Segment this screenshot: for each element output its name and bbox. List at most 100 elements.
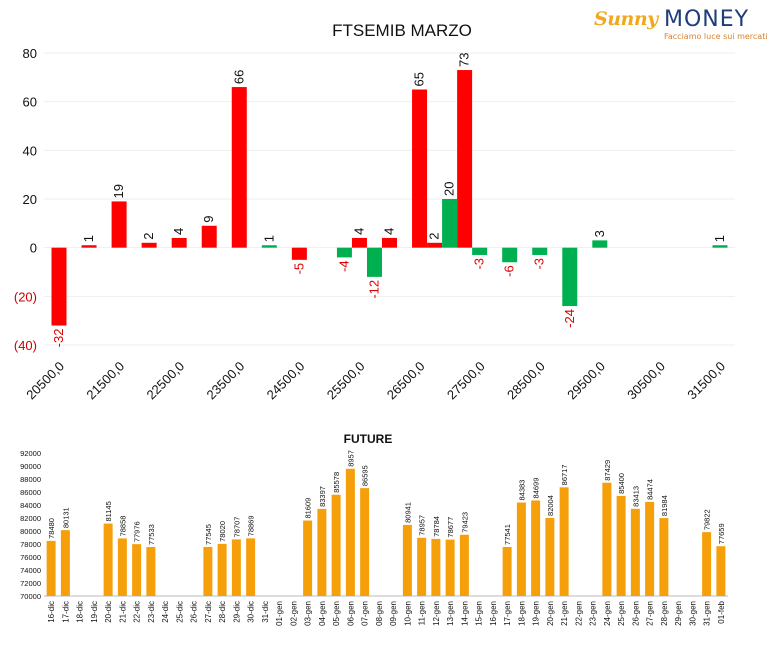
x-tick-label: 28-dic [218,601,227,623]
bar [531,500,541,596]
bar [201,225,217,248]
bar [231,539,241,596]
bar [345,468,355,596]
x-tick-label: 28-gen [660,601,669,626]
x-tick-label: 12-gen [432,601,441,626]
data-label: 65 [412,72,427,86]
data-label: 83397 [318,486,327,507]
y-tick-label: 0 [30,241,37,256]
data-label: 78784 [432,516,441,537]
data-label: 79822 [703,509,712,530]
x-tick-label: 25-gen [617,601,626,626]
bar [303,520,313,596]
bar [659,518,669,596]
data-label: 84474 [646,479,655,500]
x-tick-label: 22-gen [574,601,583,626]
bar [602,482,612,596]
data-label: 9 [201,216,216,223]
x-tick-label: 31-gen [703,601,712,626]
bar [317,508,327,596]
y-tick-label: 88000 [20,475,41,484]
data-label: -32 [51,329,66,348]
x-tick-label: 16-gen [489,601,498,626]
data-label: 86717 [560,464,569,485]
x-tick-label: 08-gen [375,601,384,626]
x-tick-label: 04-gen [318,601,327,626]
bar [562,247,578,307]
x-tick-label: 20500,0 [23,359,67,403]
data-label: -3 [472,258,487,270]
x-tick-label: 30-dic [247,601,256,623]
x-tick-label: 29-gen [674,601,683,626]
data-label: 81984 [660,495,669,516]
x-tick-label: 26500,0 [384,359,428,403]
options-chart-title: FTSEMIB MARZO [332,21,472,40]
data-label: 81145 [104,501,113,521]
x-tick-label: 22500,0 [143,359,187,403]
y-tick-label: 86000 [20,488,41,497]
bar [472,247,488,255]
bar [261,245,277,248]
y-tick-label: (20) [14,289,37,304]
data-label: 80131 [61,507,70,528]
x-tick-label: 15-gen [475,601,484,626]
y-tick-label: 60 [23,95,37,110]
bar [616,495,626,596]
y-tick-label: 80 [23,46,37,61]
data-label: 83413 [631,486,640,507]
data-label: 78707 [232,517,241,538]
bar [559,487,569,596]
x-tick-label: 31-dic [261,601,270,623]
bar [132,544,142,596]
x-tick-label: 24500,0 [264,359,308,403]
data-label: -6 [502,265,517,277]
bar [231,87,247,248]
data-label: 2 [141,233,156,240]
logo-money-text: MONEY [664,7,750,32]
data-label: 78677 [446,517,455,538]
bar [545,517,555,596]
y-tick-label: 82000 [20,514,41,523]
bar [81,245,97,248]
x-tick-label: 20-gen [546,601,555,626]
x-tick-label: 21-dic [118,601,127,623]
x-tick-label: 02-gen [289,601,298,626]
bar [141,242,157,248]
x-tick-label: 28500,0 [504,359,548,403]
x-tick-label: 23-dic [147,601,156,623]
y-tick-label: 78000 [20,540,41,549]
x-tick-label: 13-gen [446,601,455,626]
x-tick-label: 21500,0 [83,359,127,403]
bar [46,540,56,596]
bar [360,488,370,596]
bar [51,247,67,326]
data-label: 81609 [304,498,313,519]
x-tick-label: 26-gen [631,601,640,626]
data-label: 20 [442,182,457,196]
data-label: 86595 [361,465,370,486]
x-tick-label: 27-gen [646,601,655,626]
x-tick-label: 29-dic [232,601,241,623]
x-tick-label: 31500,0 [684,359,728,403]
bar [702,532,712,596]
y-tick-label: (40) [14,338,37,353]
y-tick-label: 84000 [20,501,41,510]
x-tick-label: 23-gen [589,601,598,626]
data-label: 4 [351,228,366,235]
bar [645,501,655,596]
y-tick-label: 76000 [20,553,41,562]
x-tick-label: 22-dic [133,601,142,623]
data-label: 77545 [204,524,213,545]
y-tick-label: 72000 [20,579,41,588]
x-tick-label: 29500,0 [564,359,608,403]
x-tick-label: 17-gen [503,601,512,626]
bar [291,247,307,260]
data-label: 80941 [403,502,412,523]
bar [412,89,428,248]
y-tick-label: 92000 [20,449,41,458]
data-label: 78957 [418,515,427,536]
bar [442,199,458,248]
